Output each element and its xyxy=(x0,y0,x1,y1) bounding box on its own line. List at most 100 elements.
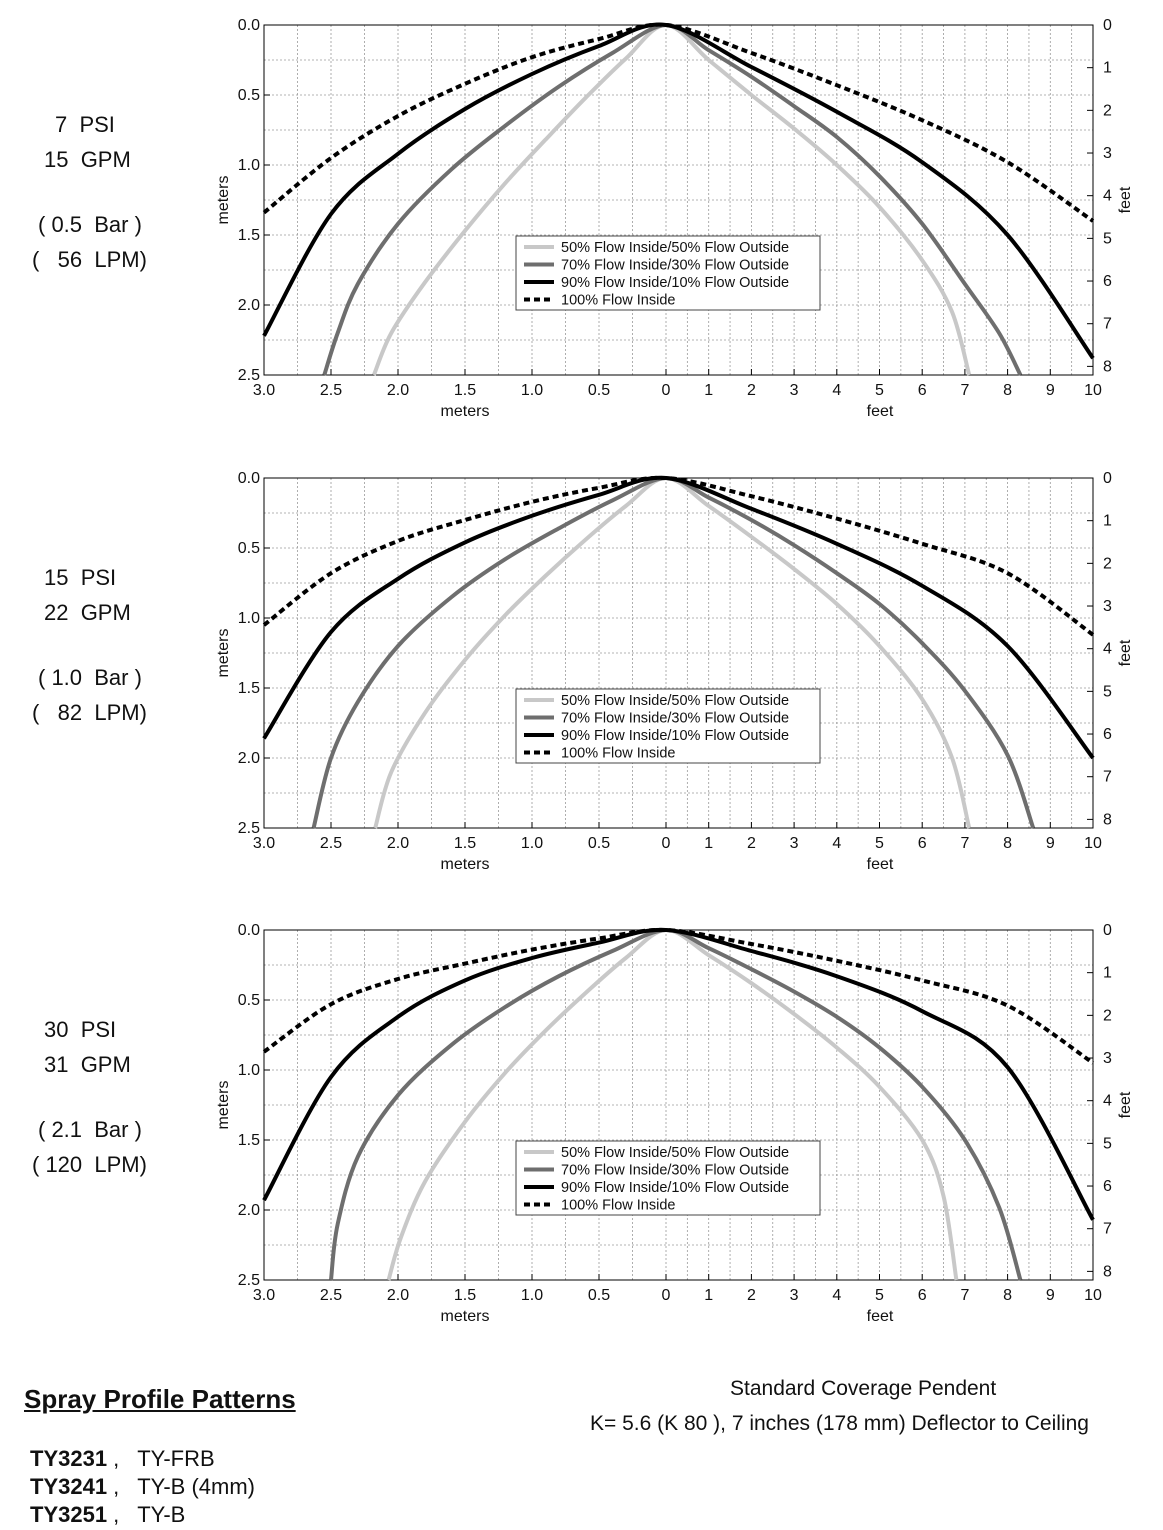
x-right-tick-label: 2 xyxy=(747,382,756,399)
y-right-tick-label: 7 xyxy=(1103,769,1112,786)
x-right-tick-label: 9 xyxy=(1046,1287,1055,1304)
flow-lpm: ( 56 LPM) xyxy=(32,247,147,272)
coverage-caption: Standard Coverage Pendent xyxy=(730,1377,997,1400)
x-right-tick-label: 4 xyxy=(832,835,841,852)
legend-label: 90% Flow Inside/10% Flow Outside xyxy=(561,275,789,291)
legend-label: 100% Flow Inside xyxy=(561,746,675,762)
y-left-tick-label: 2.5 xyxy=(238,367,260,384)
grid xyxy=(264,25,1093,375)
x-right-tick-label: 8 xyxy=(1003,835,1012,852)
y-right-tick-label: 6 xyxy=(1103,1178,1112,1195)
series-line xyxy=(329,927,1023,1281)
legend-label: 50% Flow Inside/50% Flow Outside xyxy=(561,240,789,256)
plot-frame xyxy=(263,477,1094,829)
y-right-tick-label: 2 xyxy=(1103,102,1112,119)
model-separator: , xyxy=(107,1446,138,1471)
model-name: TY-B xyxy=(137,1502,186,1527)
x-right-tick-label: 2 xyxy=(747,1287,756,1304)
legend-label: 100% Flow Inside xyxy=(561,293,675,309)
y-left-tick-label: 1.0 xyxy=(238,1062,260,1079)
y-right-tick-label: 1 xyxy=(1103,965,1112,982)
x-left-tick-label: 3.0 xyxy=(253,835,275,852)
pressure-psi: 30 PSI xyxy=(44,1017,117,1042)
y-right-tick-label: 6 xyxy=(1103,273,1112,290)
flow-gpm: 22 GPM xyxy=(44,600,131,625)
x-right-tick-label: 6 xyxy=(918,382,927,399)
y-left-axis-label: meters xyxy=(215,629,232,678)
x-right-tick-label: 10 xyxy=(1084,835,1102,852)
x-right-tick-label: 1 xyxy=(704,1287,713,1304)
y-right-tick-label: 5 xyxy=(1103,683,1112,700)
x-left-tick-label: 2.0 xyxy=(387,382,409,399)
x-right-tick-label: 1 xyxy=(704,835,713,852)
y-left-tick-label: 0.0 xyxy=(238,470,260,487)
x-right-tick-label: 3 xyxy=(790,835,799,852)
chart-panel: 30 PSI 31 GPM ( 2.1 Bar ) ( 120 LPM) 0.0… xyxy=(0,905,1163,1345)
x-right-tick-label: 3 xyxy=(790,1287,799,1304)
x-left-axis-label: meters xyxy=(441,403,490,420)
x-left-tick-label: 2.5 xyxy=(320,382,342,399)
y-right-tick-label: 0 xyxy=(1103,922,1112,939)
x-right-tick-label: 9 xyxy=(1046,382,1055,399)
x-right-tick-label: 7 xyxy=(960,1287,969,1304)
y-right-tick-label: 0 xyxy=(1103,470,1112,487)
x-right-tick-label: 6 xyxy=(918,1287,927,1304)
y-right-tick-label: 3 xyxy=(1103,598,1112,615)
x-left-tick-label: 1.0 xyxy=(521,1287,543,1304)
y-right-tick-label: 4 xyxy=(1103,641,1112,658)
y-right-tick-label: 8 xyxy=(1103,1263,1112,1280)
ticks xyxy=(263,24,1094,376)
legend-label: 50% Flow Inside/50% Flow Outside xyxy=(561,693,789,709)
x-left-axis-label: meters xyxy=(441,1308,490,1325)
y-right-axis-label: feet xyxy=(1117,186,1134,213)
x-right-tick-label: 5 xyxy=(875,1287,884,1304)
y-right-axis-label: feet xyxy=(1117,1091,1134,1118)
y-right-tick-label: 8 xyxy=(1103,358,1112,375)
x-left-tick-label: 0.5 xyxy=(588,835,610,852)
y-right-tick-label: 5 xyxy=(1103,230,1112,247)
x-right-tick-label: 8 xyxy=(1003,1287,1012,1304)
y-right-axis-label: feet xyxy=(1117,639,1134,666)
model-code: TY3241 xyxy=(30,1474,108,1499)
legend: 50% Flow Inside/50% Flow Outside 70% Flow… xyxy=(515,235,821,311)
x-left-tick-label: 3.0 xyxy=(253,1287,275,1304)
legend-label: 70% Flow Inside/30% Flow Outside xyxy=(561,1163,789,1179)
flow-lpm: ( 82 LPM) xyxy=(32,700,147,725)
y-right-tick-label: 5 xyxy=(1103,1135,1112,1152)
pressure-bar: ( 0.5 Bar ) xyxy=(38,212,142,237)
x-left-tick-label: 0.5 xyxy=(588,1287,610,1304)
y-right-tick-label: 1 xyxy=(1103,513,1112,530)
x-right-axis-label: feet xyxy=(867,856,894,873)
model-row: TY3241 , TY-B (4mm) xyxy=(30,1474,255,1502)
legend-label: 70% Flow Inside/30% Flow Outside xyxy=(561,711,789,727)
y-left-tick-label: 0.5 xyxy=(238,87,260,104)
y-right-tick-label: 3 xyxy=(1103,1050,1112,1067)
legend-label: 70% Flow Inside/30% Flow Outside xyxy=(561,258,789,274)
x-left-tick-label: 1.5 xyxy=(454,1287,476,1304)
flow-gpm: 15 GPM xyxy=(44,147,131,172)
legend-label: 90% Flow Inside/10% Flow Outside xyxy=(561,1180,789,1196)
legend: 50% Flow Inside/50% Flow Outside 70% Flow… xyxy=(515,688,821,764)
model-separator: , xyxy=(107,1474,138,1499)
y-right-tick-label: 7 xyxy=(1103,316,1112,333)
y-right-tick-label: 7 xyxy=(1103,1221,1112,1238)
chart-panel: 15 PSI 22 GPM ( 1.0 Bar ) ( 82 LPM) 0.0 0… xyxy=(0,453,1163,893)
y-right-tick-label: 8 xyxy=(1103,811,1112,828)
x-left-tick-label: 0 xyxy=(662,1287,671,1304)
x-left-tick-label: 2.5 xyxy=(320,1287,342,1304)
y-left-axis-label: meters xyxy=(215,176,232,225)
y-left-tick-label: 0.0 xyxy=(238,17,260,34)
x-right-axis-label: feet xyxy=(867,1308,894,1325)
model-name: TY-FRB xyxy=(137,1446,215,1471)
series-line xyxy=(262,22,1095,223)
x-left-tick-label: 0 xyxy=(662,835,671,852)
pressure-psi: 7 PSI xyxy=(55,112,115,137)
series-lines xyxy=(262,927,1095,1281)
x-left-tick-label: 2.0 xyxy=(387,1287,409,1304)
y-right-tick-label: 3 xyxy=(1103,145,1112,162)
series-lines xyxy=(262,475,1095,829)
model-name: TY-B (4mm) xyxy=(137,1474,255,1499)
